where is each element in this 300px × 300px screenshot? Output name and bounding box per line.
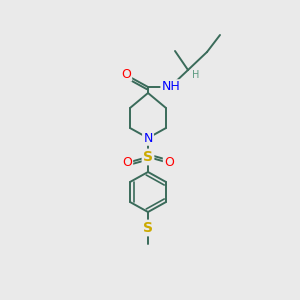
Text: N: N xyxy=(143,131,153,145)
Text: O: O xyxy=(164,155,174,169)
Text: H: H xyxy=(192,70,200,80)
Text: S: S xyxy=(143,221,153,235)
Text: S: S xyxy=(143,150,153,164)
Text: NH: NH xyxy=(162,80,180,94)
Text: O: O xyxy=(121,68,131,80)
Text: O: O xyxy=(122,155,132,169)
